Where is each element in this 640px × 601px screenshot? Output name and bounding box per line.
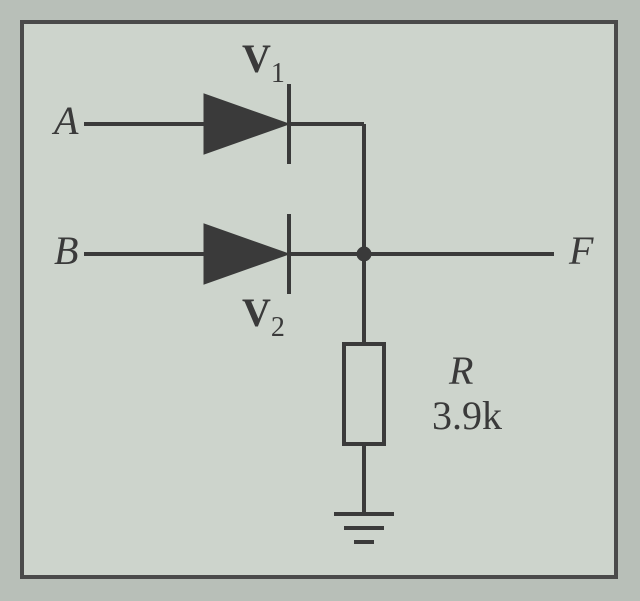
label-v2: V2 xyxy=(242,290,285,343)
diode-v2 xyxy=(204,214,289,294)
label-r: R xyxy=(448,348,473,393)
label-b: B xyxy=(54,228,78,273)
label-r-value: 3.9k xyxy=(432,393,502,438)
label-f: F xyxy=(568,228,594,273)
circuit-frame: A B F V1 V2 R 3.9k xyxy=(20,20,618,579)
resistor-r xyxy=(344,344,384,444)
diode-v1 xyxy=(204,84,289,164)
circuit-svg: A B F V1 V2 R 3.9k xyxy=(24,24,614,575)
label-a: A xyxy=(51,98,79,143)
label-v1: V1 xyxy=(242,36,285,89)
ground-symbol xyxy=(334,514,394,542)
